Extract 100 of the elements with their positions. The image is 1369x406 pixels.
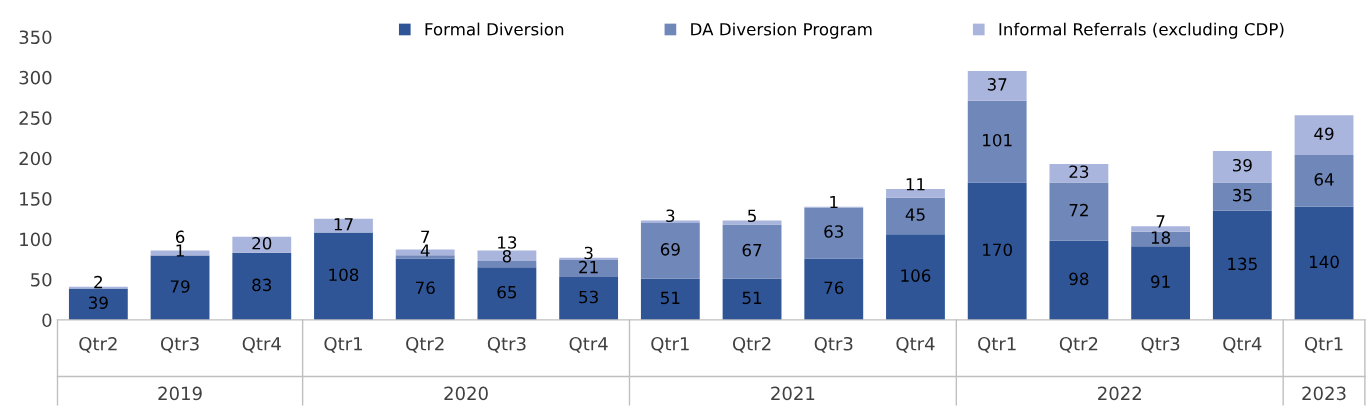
data-label: 39 bbox=[1232, 158, 1252, 172]
bar bbox=[1212, 210, 1272, 320]
bar bbox=[1049, 182, 1109, 241]
text: 2019 bbox=[158, 386, 202, 401]
data-label: 53 bbox=[579, 290, 598, 304]
bar bbox=[967, 70, 1027, 101]
data-label: 21 bbox=[579, 260, 598, 274]
bar bbox=[477, 250, 537, 261]
y-tick-label: 300 bbox=[19, 70, 52, 85]
bar bbox=[395, 258, 455, 320]
data-label: 79 bbox=[170, 280, 190, 293]
x-tick-label: Qtr2 bbox=[732, 336, 771, 353]
data-label: 13 bbox=[498, 236, 517, 249]
data-label: 2 bbox=[94, 275, 102, 289]
text: 2020 bbox=[444, 386, 488, 401]
bar bbox=[640, 222, 700, 279]
bar bbox=[886, 234, 945, 320]
data-label: 23 bbox=[1069, 165, 1089, 179]
y-tick-label: 350 bbox=[19, 30, 52, 45]
x-tick-label: Qtr1 bbox=[1304, 336, 1343, 353]
data-label: 18 bbox=[1151, 231, 1171, 244]
data-label: 6 bbox=[175, 230, 185, 244]
x-tick-label: Qtr1 bbox=[978, 336, 1016, 353]
bar bbox=[314, 218, 373, 233]
data-label: 5 bbox=[748, 209, 756, 223]
bar bbox=[232, 252, 292, 320]
data-label: 51 bbox=[661, 291, 680, 305]
bar bbox=[1049, 163, 1109, 183]
data-label: 76 bbox=[824, 281, 844, 295]
data-label: 3 bbox=[666, 209, 675, 223]
bar bbox=[886, 197, 945, 235]
y-tick-label: 50 bbox=[31, 272, 52, 287]
x-tick-label: Qtr2 bbox=[406, 336, 444, 353]
bar bbox=[804, 207, 864, 259]
bar bbox=[640, 278, 700, 320]
x-tick-label: Qtr2 bbox=[1059, 336, 1098, 353]
bar bbox=[314, 232, 373, 320]
bar bbox=[1131, 246, 1191, 320]
bar bbox=[395, 255, 455, 259]
bar bbox=[1212, 182, 1272, 211]
data-label: 1 bbox=[830, 195, 838, 209]
data-label: 108 bbox=[329, 268, 359, 282]
bar bbox=[967, 100, 1027, 183]
legend-label: Formal Diversion bbox=[425, 22, 564, 36]
data-label: 83 bbox=[252, 278, 272, 292]
data-label: 69 bbox=[660, 243, 680, 256]
data-label: 106 bbox=[901, 269, 931, 282]
bar bbox=[1294, 115, 1354, 155]
text: 2021 bbox=[771, 386, 815, 401]
x-tick-label: Qtr3 bbox=[487, 336, 526, 353]
data-label: 65 bbox=[497, 285, 517, 299]
x-tick-label: Qtr4 bbox=[1223, 336, 1262, 353]
text: 2023 bbox=[1302, 386, 1346, 401]
data-label: 67 bbox=[742, 243, 762, 257]
x-tick-label: Qtr1 bbox=[651, 336, 689, 353]
y-tick-label: 150 bbox=[20, 192, 52, 206]
data-label: 72 bbox=[1069, 203, 1088, 217]
data-label: 7 bbox=[421, 230, 430, 243]
x-tick-label: Qtr2 bbox=[79, 336, 117, 353]
bar bbox=[804, 258, 864, 320]
legend-label: DA Diversion Program bbox=[691, 22, 872, 39]
bar bbox=[559, 277, 619, 320]
x-tick-label: Qtr3 bbox=[1141, 336, 1180, 353]
bar bbox=[232, 236, 292, 253]
y-tick-label: 200 bbox=[19, 151, 52, 166]
bar bbox=[722, 220, 782, 225]
data-label: 17 bbox=[334, 218, 353, 231]
bar bbox=[150, 256, 210, 320]
data-label: 7 bbox=[1156, 215, 1165, 228]
data-label: 170 bbox=[983, 243, 1012, 257]
bar bbox=[1131, 226, 1191, 232]
data-label: 20 bbox=[252, 236, 272, 250]
text: 2022 bbox=[1098, 386, 1141, 401]
x-tick-label: Qtr3 bbox=[814, 336, 853, 353]
data-label: 35 bbox=[1232, 188, 1252, 202]
data-label: 63 bbox=[824, 225, 844, 238]
x-tick-label: Qtr1 bbox=[324, 336, 362, 353]
data-label: 140 bbox=[1309, 255, 1339, 269]
bar bbox=[967, 182, 1027, 320]
bar bbox=[68, 288, 128, 320]
x-tick-label: Qtr4 bbox=[242, 336, 281, 353]
data-label: 45 bbox=[905, 208, 925, 221]
data-label: 11 bbox=[906, 178, 925, 191]
bar bbox=[1294, 206, 1354, 320]
data-label: 91 bbox=[1151, 275, 1170, 288]
bar bbox=[640, 220, 700, 223]
bar bbox=[1212, 150, 1272, 183]
data-label: 3 bbox=[584, 246, 593, 260]
bar bbox=[1049, 240, 1109, 320]
data-label: 135 bbox=[1228, 257, 1257, 271]
data-label: 101 bbox=[983, 133, 1012, 147]
data-label: 39 bbox=[89, 296, 108, 309]
data-label: 4 bbox=[420, 244, 430, 257]
data-label: 64 bbox=[1314, 173, 1334, 186]
data-label: 37 bbox=[987, 78, 1007, 91]
data-label: 1 bbox=[176, 244, 184, 257]
bar bbox=[477, 267, 537, 320]
data-label: 49 bbox=[1314, 127, 1334, 141]
data-label: 8 bbox=[502, 249, 512, 263]
y-tick-label: 100 bbox=[20, 232, 52, 247]
